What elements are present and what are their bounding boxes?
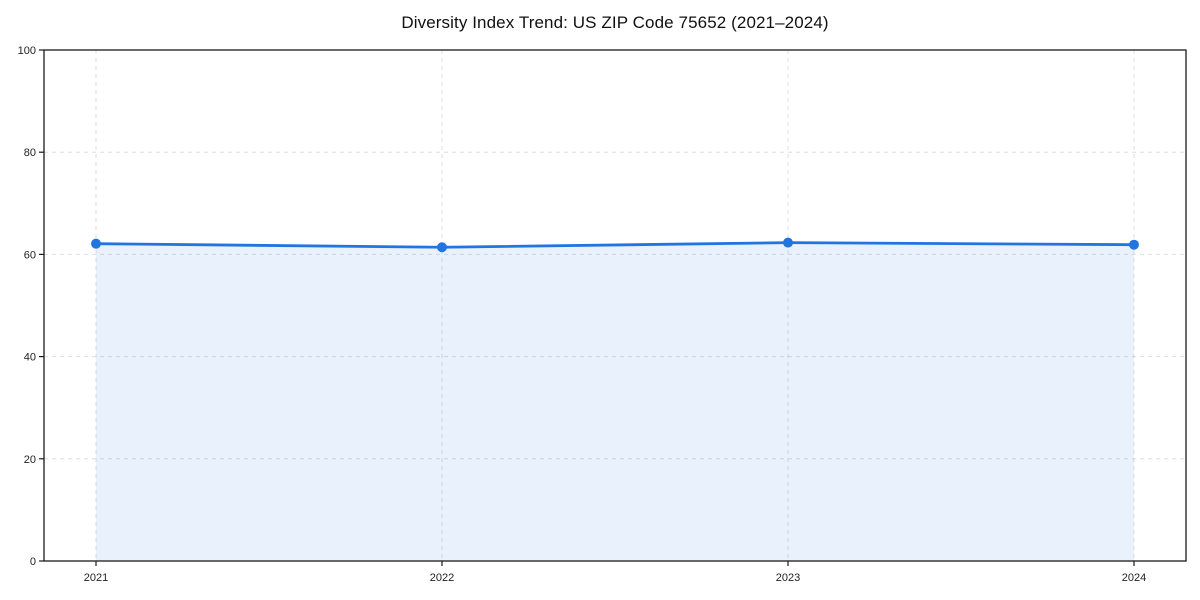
chart-title: Diversity Index Trend: US ZIP Code 75652… bbox=[401, 13, 829, 32]
area-fill bbox=[96, 242, 1134, 561]
data-point bbox=[783, 237, 793, 248]
x-tick-label: 2023 bbox=[776, 572, 800, 584]
x-tick-label: 2022 bbox=[430, 572, 454, 584]
y-tick-label: 60 bbox=[24, 249, 36, 261]
data-point bbox=[437, 242, 447, 253]
y-tick-label: 20 bbox=[24, 454, 36, 466]
axes-box bbox=[43, 49, 1187, 562]
trend-line bbox=[94, 241, 1136, 249]
x-tick-label: 2021 bbox=[84, 572, 108, 584]
y-tick-label: 100 bbox=[18, 45, 36, 57]
y-tick-label: 40 bbox=[24, 352, 36, 364]
data-point bbox=[1129, 239, 1139, 250]
y-tick-label: 0 bbox=[30, 556, 36, 568]
y-tick-label: 80 bbox=[24, 147, 36, 159]
data-point bbox=[91, 238, 101, 249]
x-tick-label: 2024 bbox=[1122, 572, 1146, 584]
